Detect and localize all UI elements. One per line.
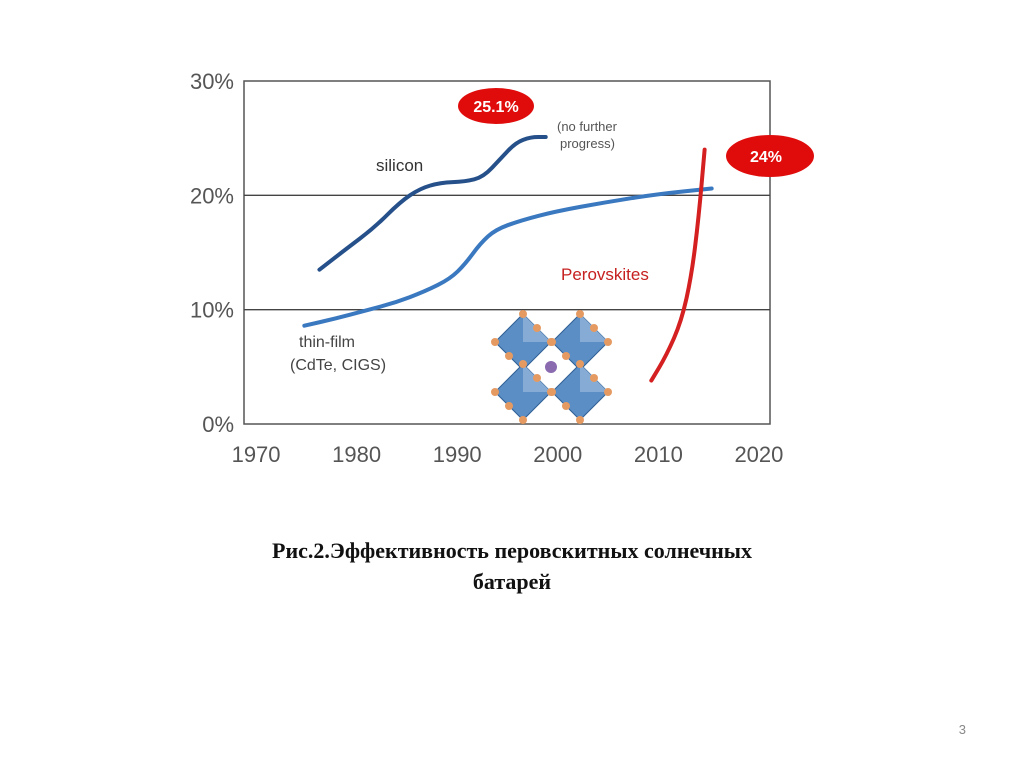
thinfilm-label: thin-film [299,334,355,351]
x-tick-label: 1970 [232,442,281,467]
atom [533,374,541,382]
atom [491,388,499,396]
atom [590,324,598,332]
no-progress-note-2: progress) [560,136,615,151]
efficiency-chart: 0% 10% 20% 30% 1970 1980 1990 2000 2010 2020 sil… [190,69,814,467]
x-tick-label: 2000 [533,442,582,467]
series-line-silicon [317,135,548,272]
atom [505,402,513,410]
y-tick-label: 30% [190,69,234,94]
silicon-label: silicon [376,156,423,175]
atom [519,360,527,368]
atom [590,374,598,382]
x-tick-label: 1980 [332,442,381,467]
thinfilm-sublabel: (CdTe, CIGS) [290,357,386,374]
atom [533,324,541,332]
perovskite-record-value: 24% [750,149,782,166]
caption-line-1: Рис.2.Эффективность перовскитных солнечн… [272,538,752,563]
plot-frame [243,80,771,425]
y-tick-label: 0% [202,412,234,437]
atom [548,338,556,346]
atom [562,352,570,360]
center-atom [545,361,557,373]
atom [519,416,527,424]
page-number: 3 [958,722,966,737]
atom [604,388,612,396]
series-line-perovskites [649,147,707,383]
x-tick-label: 1990 [433,442,482,467]
y-tick-label: 10% [190,298,234,323]
atom [505,352,513,360]
x-tick-label: 2010 [634,442,683,467]
atom [604,338,612,346]
atom [576,416,584,424]
atom [562,402,570,410]
no-progress-note-1: (no further [557,119,618,134]
y-tick-label: 20% [190,183,234,208]
caption-line-2: батарей [472,569,552,594]
atom [548,388,556,396]
perovskite-record-bubble [726,135,814,177]
series-line-thin-film [302,186,714,328]
perovskite-crystal-illustration [491,310,612,424]
figure-caption: Рис.2.Эффективность перовскитных солнечн… [0,535,1024,597]
x-tick-label: 2020 [734,442,783,467]
silicon-record-value: 25.1% [473,99,518,116]
atom [519,310,527,318]
silicon-record-bubble [458,88,534,124]
atom [491,338,499,346]
atom [576,360,584,368]
atom [576,310,584,318]
perovskite-label: Perovskites [561,265,649,284]
